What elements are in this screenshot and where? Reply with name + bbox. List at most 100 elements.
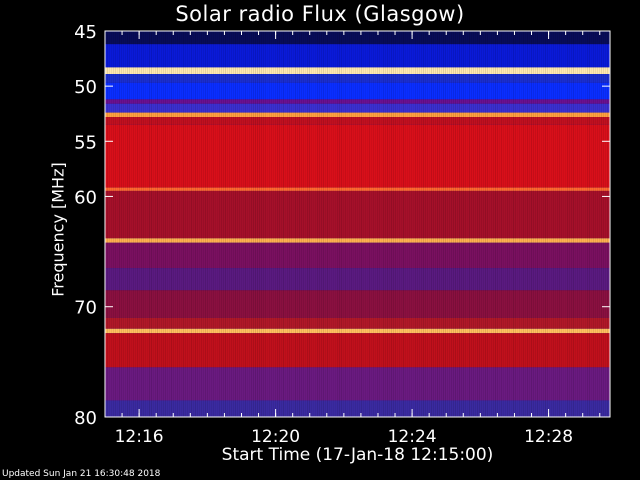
texture-stripe: [225, 31, 226, 417]
frequency-band: [105, 268, 610, 291]
texture-stripe: [469, 31, 470, 417]
texture-stripe: [441, 31, 442, 417]
texture-stripe: [491, 31, 492, 417]
y-tick-label: 70: [74, 298, 97, 319]
texture-stripe: [585, 31, 586, 417]
texture-stripe: [403, 31, 404, 417]
texture-stripe: [601, 31, 602, 417]
texture-stripe: [351, 31, 352, 417]
texture-stripe: [465, 31, 466, 417]
texture-stripe: [283, 31, 284, 417]
texture-stripe: [231, 31, 232, 417]
texture-stripe: [485, 31, 486, 417]
texture-stripe: [411, 31, 412, 417]
texture-stripe: [455, 31, 456, 417]
texture-stripe: [551, 31, 552, 417]
texture-stripe: [213, 31, 214, 417]
texture-stripe: [471, 31, 472, 417]
y-tick-label: 50: [74, 77, 97, 98]
texture-stripe: [557, 31, 558, 417]
texture-stripe: [483, 31, 484, 417]
texture-stripe: [277, 31, 278, 417]
frequency-band: [105, 290, 610, 318]
texture-stripe: [523, 31, 524, 417]
texture-stripe: [445, 31, 446, 417]
texture-stripe: [237, 31, 238, 417]
texture-stripe: [241, 31, 242, 417]
texture-stripe: [433, 31, 434, 417]
texture-stripe: [121, 31, 122, 417]
texture-stripe: [281, 31, 282, 417]
texture-stripe: [371, 31, 372, 417]
texture-stripe: [391, 31, 392, 417]
texture-stripe: [419, 31, 420, 417]
texture-stripe: [251, 31, 252, 417]
texture-stripe: [381, 31, 382, 417]
texture-stripe: [107, 31, 108, 417]
texture-stripe: [423, 31, 424, 417]
texture-stripe: [269, 31, 270, 417]
texture-stripe: [467, 31, 468, 417]
texture-stripe: [263, 31, 264, 417]
texture-stripe: [587, 31, 588, 417]
texture-stripe: [407, 31, 408, 417]
texture-stripe: [383, 31, 384, 417]
texture-stripe: [581, 31, 582, 417]
texture-stripe: [457, 31, 458, 417]
texture-stripe: [405, 31, 406, 417]
texture-stripe: [273, 31, 274, 417]
texture-stripe: [145, 31, 146, 417]
texture-stripe: [563, 31, 564, 417]
texture-stripe: [157, 31, 158, 417]
texture-stripe: [369, 31, 370, 417]
texture-stripe: [249, 31, 250, 417]
texture-stripe: [511, 31, 512, 417]
frequency-band: [105, 31, 610, 45]
texture-stripe: [449, 31, 450, 417]
texture-stripe: [333, 31, 334, 417]
texture-stripe: [327, 31, 328, 417]
texture-stripe: [201, 31, 202, 417]
texture-stripe: [227, 31, 228, 417]
texture-stripe: [493, 31, 494, 417]
texture-stripe: [353, 31, 354, 417]
frequency-band: [105, 317, 610, 329]
texture-stripe: [477, 31, 478, 417]
y-tick-label: 45: [74, 22, 97, 43]
texture-stripe: [489, 31, 490, 417]
frequency-band: [105, 242, 610, 269]
texture-stripe: [181, 31, 182, 417]
texture-stripe: [305, 31, 306, 417]
texture-stripe: [133, 31, 134, 417]
texture-stripe: [443, 31, 444, 417]
texture-stripe: [197, 31, 198, 417]
texture-stripe: [301, 31, 302, 417]
x-tick-label: 12:20: [251, 427, 300, 447]
texture-stripe: [189, 31, 190, 417]
texture-stripe: [175, 31, 176, 417]
texture-stripe: [569, 31, 570, 417]
texture-stripe: [261, 31, 262, 417]
texture-stripe: [347, 31, 348, 417]
texture-stripe: [317, 31, 318, 417]
x-tick-label: 12:28: [524, 427, 573, 447]
texture-stripe: [533, 31, 534, 417]
texture-stripe: [479, 31, 480, 417]
texture-stripe: [161, 31, 162, 417]
texture-stripe: [299, 31, 300, 417]
frequency-band: [105, 44, 610, 68]
texture-stripe: [501, 31, 502, 417]
texture-stripe: [349, 31, 350, 417]
texture-stripe: [177, 31, 178, 417]
texture-stripe: [223, 31, 224, 417]
texture-stripe: [503, 31, 504, 417]
texture-stripe: [427, 31, 428, 417]
texture-stripe: [167, 31, 168, 417]
texture-stripe: [359, 31, 360, 417]
texture-stripe: [535, 31, 536, 417]
texture-stripe: [235, 31, 236, 417]
texture-stripe: [271, 31, 272, 417]
texture-stripe: [311, 31, 312, 417]
texture-stripe: [119, 31, 120, 417]
texture-stripe: [475, 31, 476, 417]
